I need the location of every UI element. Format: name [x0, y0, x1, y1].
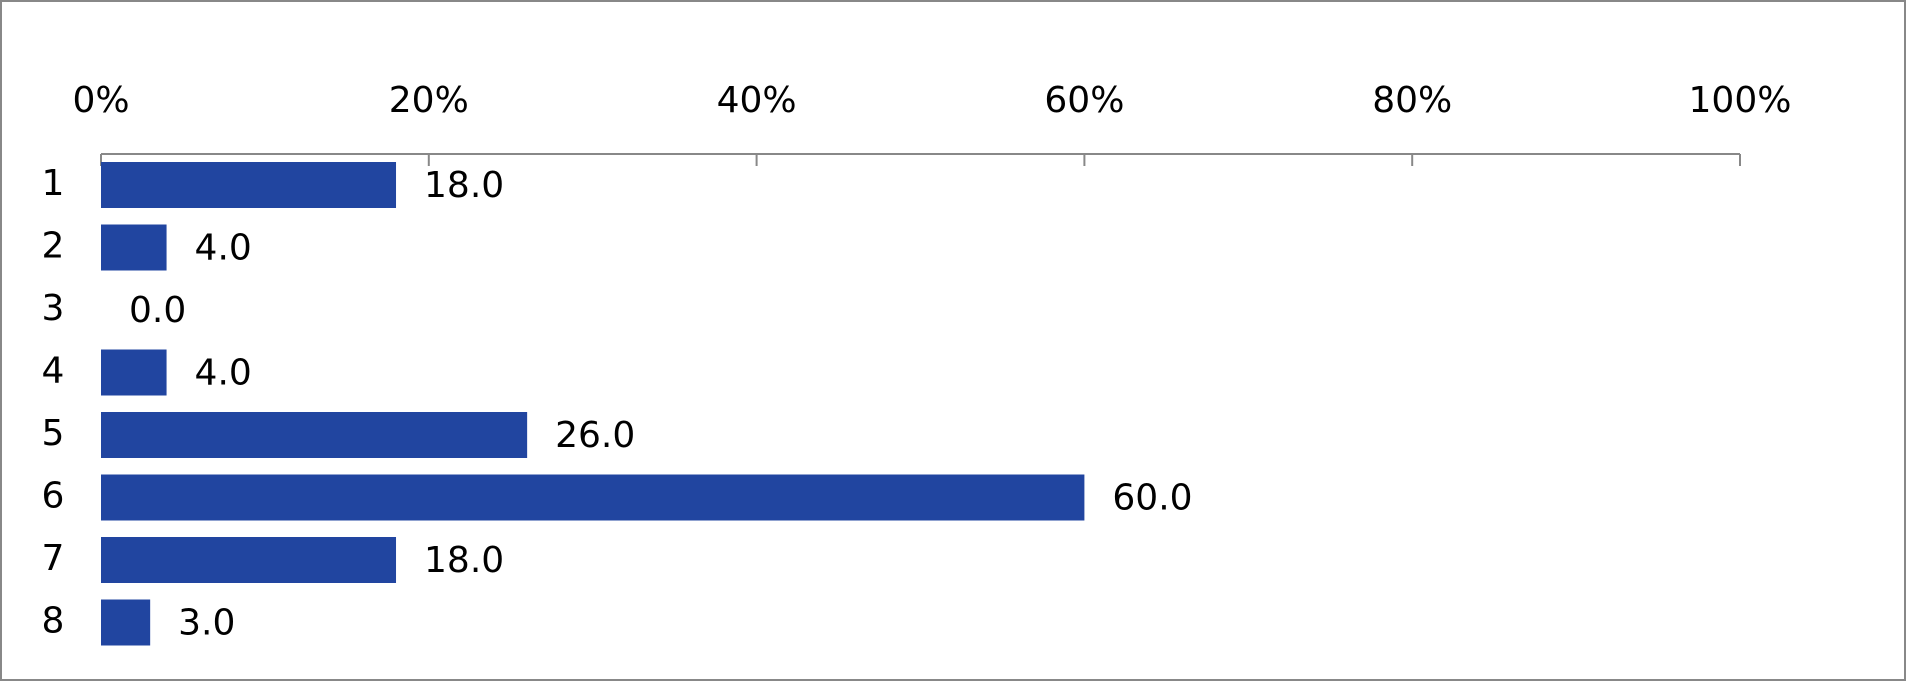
- data-label: 60.0: [1112, 478, 1192, 519]
- bar: [101, 412, 528, 458]
- data-label: 4.0: [195, 228, 252, 269]
- y-tick-label: 2: [42, 226, 65, 267]
- data-label: 18.0: [424, 540, 504, 581]
- x-tick-label: 0%: [72, 80, 129, 121]
- y-tick-label: 7: [42, 538, 65, 579]
- x-tick-label: 60%: [1044, 80, 1124, 121]
- bar: [101, 474, 1085, 521]
- y-tick-label: 6: [42, 476, 65, 517]
- y-tick-label: 4: [42, 351, 65, 392]
- bar: [101, 224, 167, 271]
- bar: [101, 162, 397, 208]
- data-label: 4.0: [195, 353, 252, 394]
- y-tick-label: 5: [42, 413, 65, 454]
- y-tick-label: 8: [42, 601, 65, 642]
- y-tick-label: 1: [42, 163, 65, 204]
- x-tick-label: 80%: [1372, 80, 1452, 121]
- y-tick-label: 3: [42, 288, 65, 329]
- x-tick-label: 40%: [717, 80, 797, 121]
- data-label: 18.0: [424, 165, 504, 206]
- data-label: 26.0: [555, 415, 635, 456]
- x-tick-label: 100%: [1689, 80, 1792, 121]
- bar: [101, 537, 397, 583]
- bar: [101, 599, 151, 646]
- x-tick-label: 20%: [389, 80, 469, 121]
- bar: [101, 349, 167, 396]
- data-label: 0.0: [129, 290, 186, 331]
- data-label: 3.0: [178, 603, 235, 644]
